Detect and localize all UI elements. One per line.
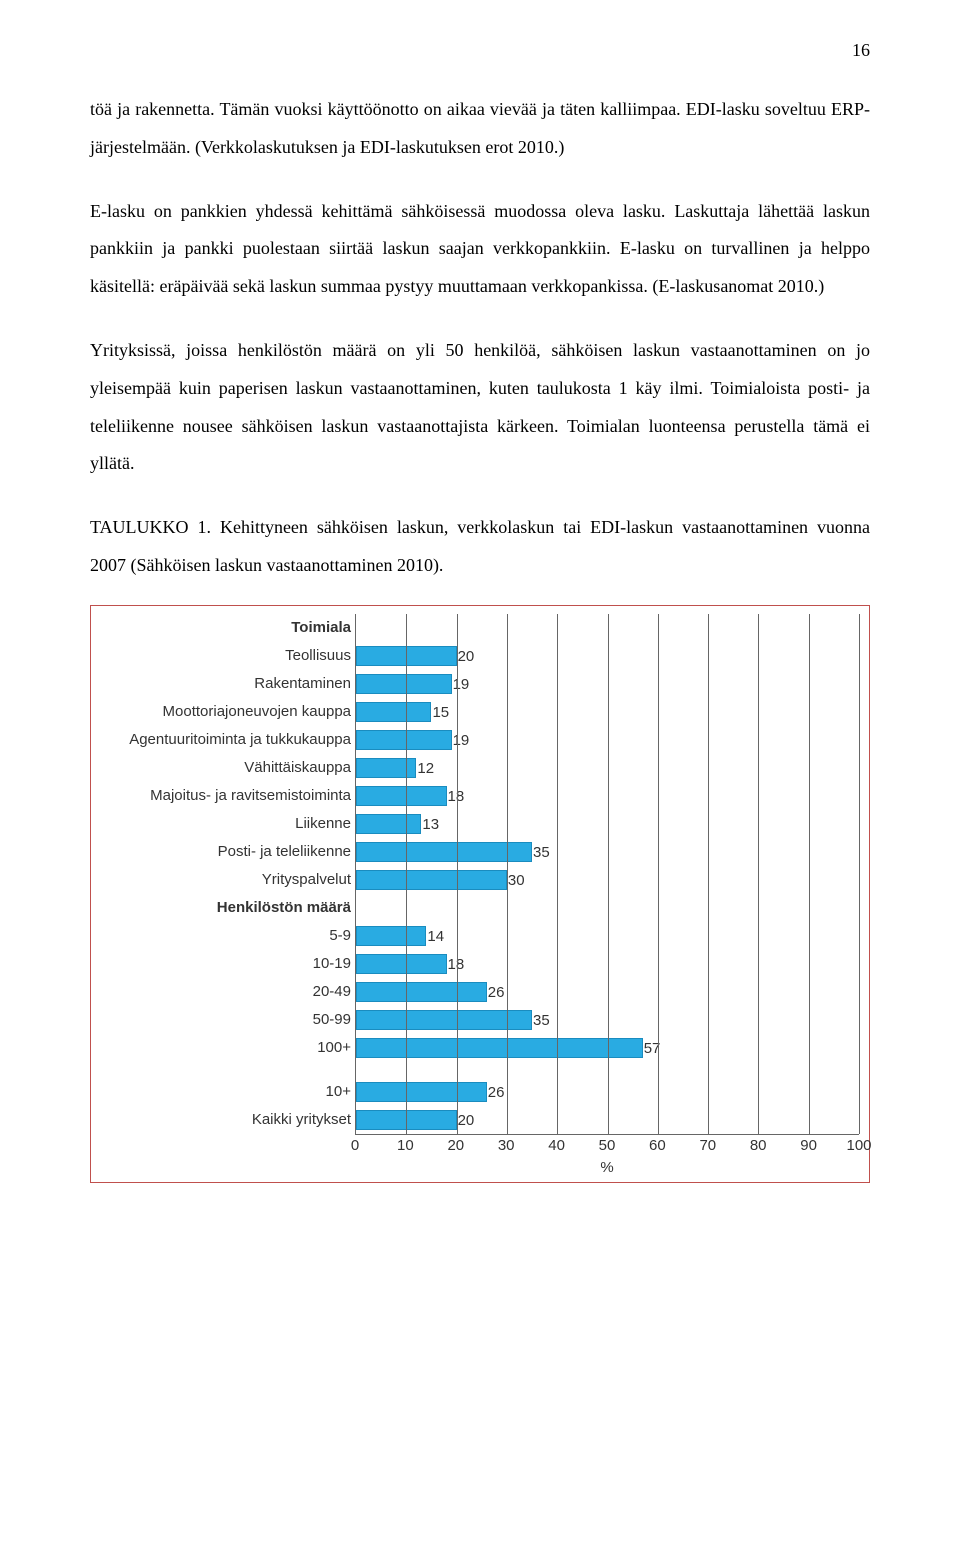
chart-xaxis-tick: 80 bbox=[750, 1137, 767, 1154]
chart-xaxis-tick: 50 bbox=[599, 1137, 616, 1154]
chart-xaxis-label: % bbox=[355, 1159, 859, 1176]
chart-bar: 13 bbox=[356, 814, 421, 834]
chart-bar: 35 bbox=[356, 842, 532, 862]
chart-section-header bbox=[101, 1062, 351, 1078]
chart-row-label: Vähittäiskauppa bbox=[101, 754, 351, 782]
paragraph-1: töä ja rakennetta. Tämän vuoksi käyttöön… bbox=[90, 91, 870, 167]
page-number: 16 bbox=[90, 40, 870, 61]
chart-xaxis-tick: 20 bbox=[447, 1137, 464, 1154]
chart-row-label: Teollisuus bbox=[101, 642, 351, 670]
chart-bars-column: 2019151912181335301418263557262001020304… bbox=[355, 614, 859, 1176]
chart-gridline bbox=[507, 614, 508, 1134]
chart-gridline bbox=[859, 614, 860, 1134]
chart-bar: 26 bbox=[356, 982, 487, 1002]
chart-xaxis-tick: 90 bbox=[800, 1137, 817, 1154]
chart-section-header: Henkilöstön määrä bbox=[101, 894, 351, 922]
chart-labels-column: ToimialaTeollisuusRakentaminenMoottoriaj… bbox=[101, 614, 355, 1176]
chart-bar-value: 14 bbox=[427, 927, 453, 947]
page-container: 16 töä ja rakennetta. Tämän vuoksi käytt… bbox=[0, 0, 960, 1223]
chart-bar-value: 35 bbox=[533, 843, 559, 863]
chart-row-label: Rakentaminen bbox=[101, 670, 351, 698]
chart-bar-value: 20 bbox=[458, 1111, 484, 1131]
chart-row-label: Yrityspalvelut bbox=[101, 866, 351, 894]
chart-bar-value: 35 bbox=[533, 1011, 559, 1031]
chart-row-label: 20-49 bbox=[101, 978, 351, 1006]
chart-bar: 57 bbox=[356, 1038, 643, 1058]
chart-bar-value: 18 bbox=[448, 955, 474, 975]
chart-plot-area: 20191519121813353014182635572620 bbox=[355, 614, 859, 1135]
paragraph-3: Yrityksissä, joissa henkilöstön määrä on… bbox=[90, 332, 870, 483]
chart-row-label: 50-99 bbox=[101, 1006, 351, 1034]
chart-frame: ToimialaTeollisuusRakentaminenMoottoriaj… bbox=[90, 605, 870, 1183]
chart-row-label: 10-19 bbox=[101, 950, 351, 978]
chart-xaxis-tick: 0 bbox=[351, 1137, 359, 1154]
chart-bar: 26 bbox=[356, 1082, 487, 1102]
chart-xaxis-tick: 40 bbox=[548, 1137, 565, 1154]
chart-row-label: 5-9 bbox=[101, 922, 351, 950]
chart-row-label: Kaikki yritykset bbox=[101, 1106, 351, 1134]
chart-bar-value: 12 bbox=[417, 759, 443, 779]
chart-xaxis: 0102030405060708090100 bbox=[355, 1135, 859, 1157]
chart-bar: 30 bbox=[356, 870, 507, 890]
chart-gridline bbox=[758, 614, 759, 1134]
chart-gridline bbox=[809, 614, 810, 1134]
chart-bar-value: 20 bbox=[458, 647, 484, 667]
chart-bar-value: 13 bbox=[422, 815, 448, 835]
chart-gridline bbox=[457, 614, 458, 1134]
chart-xaxis-tick: 70 bbox=[699, 1137, 716, 1154]
chart-xaxis-tick: 10 bbox=[397, 1137, 414, 1154]
chart-xaxis-tick: 60 bbox=[649, 1137, 666, 1154]
paragraph-2: E-lasku on pankkien yhdessä kehittämä sä… bbox=[90, 193, 870, 306]
chart-bar-value: 26 bbox=[488, 1083, 514, 1103]
chart-row-label: 100+ bbox=[101, 1034, 351, 1062]
chart-xaxis-tick: 100 bbox=[846, 1137, 871, 1154]
chart-bar: 14 bbox=[356, 926, 426, 946]
chart-bar: 18 bbox=[356, 954, 447, 974]
chart-bar: 35 bbox=[356, 1010, 532, 1030]
chart-bar: 12 bbox=[356, 758, 416, 778]
chart-bar: 18 bbox=[356, 786, 447, 806]
chart-gridline bbox=[708, 614, 709, 1134]
chart-bar-value: 30 bbox=[508, 871, 534, 891]
chart-gridline bbox=[608, 614, 609, 1134]
chart-bar-value: 57 bbox=[644, 1039, 670, 1059]
chart-row-label: 10+ bbox=[101, 1078, 351, 1106]
chart-inner: ToimialaTeollisuusRakentaminenMoottoriaj… bbox=[101, 614, 859, 1176]
table-caption: TAULUKKO 1. Kehittyneen sähköisen laskun… bbox=[90, 509, 870, 585]
chart-gridline bbox=[406, 614, 407, 1134]
chart-row-label: Posti- ja teleliikenne bbox=[101, 838, 351, 866]
chart-xaxis-tick: 30 bbox=[498, 1137, 515, 1154]
chart-gridline bbox=[658, 614, 659, 1134]
chart-bar: 19 bbox=[356, 674, 452, 694]
chart-bar-value: 26 bbox=[488, 983, 514, 1003]
chart-row-label: Liikenne bbox=[101, 810, 351, 838]
chart-bar: 15 bbox=[356, 702, 431, 722]
chart-bar-value: 18 bbox=[448, 787, 474, 807]
chart-row-label: Moottoriajoneuvojen kauppa bbox=[101, 698, 351, 726]
chart-bar-value: 15 bbox=[432, 703, 458, 723]
chart-row-label: Majoitus- ja ravitsemistoiminta bbox=[101, 782, 351, 810]
chart-row-label: Agentuuritoiminta ja tukkukauppa bbox=[101, 726, 351, 754]
chart-bar: 19 bbox=[356, 730, 452, 750]
chart-gridline bbox=[557, 614, 558, 1134]
chart-section-header: Toimiala bbox=[101, 614, 351, 642]
